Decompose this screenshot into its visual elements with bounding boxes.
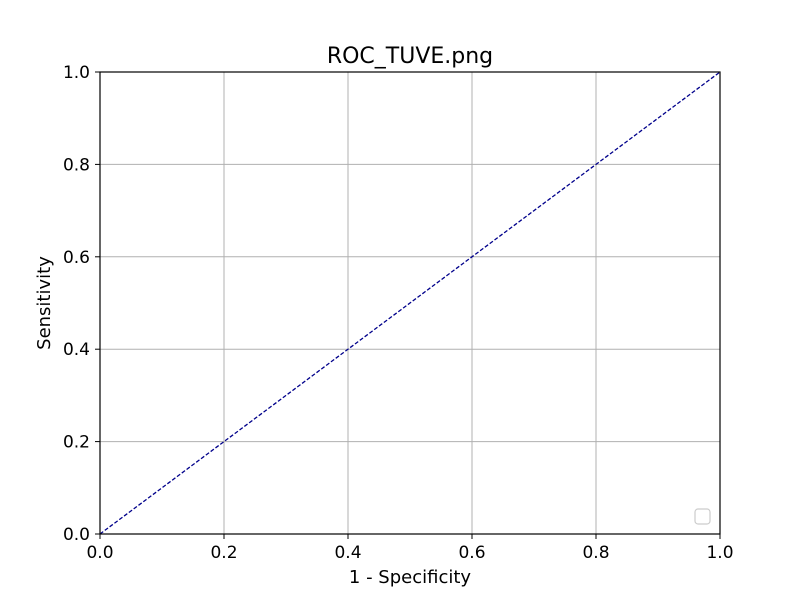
y-axis-label: Sensitivity (34, 256, 55, 350)
y-axis-ticks: 0.0 0.2 0.4 0.6 0.8 1.0 (63, 63, 100, 545)
x-tick-label: 0.8 (582, 543, 609, 563)
x-tick-label: 0.2 (210, 543, 237, 563)
y-tick-label: 0.6 (63, 248, 90, 268)
x-tick-label: 1.0 (706, 543, 733, 563)
chart-title: ROC_TUVE.png (327, 44, 493, 69)
x-tick-label: 0.0 (86, 543, 113, 563)
x-axis-label: 1 - Specificity (349, 567, 472, 588)
y-tick-label: 0.0 (63, 525, 90, 545)
y-tick-label: 0.8 (63, 155, 90, 175)
series-layer (99, 71, 721, 535)
y-tick-label: 0.2 (63, 433, 90, 453)
y-tick-label: 1.0 (63, 63, 90, 83)
plot-area: 0.0 0.2 0.4 0.6 0.8 1.0 0.0 0.2 0.4 0.6 0.8 1.0 (63, 63, 734, 563)
x-tick-label: 0.6 (458, 543, 485, 563)
x-tick-label: 0.4 (334, 543, 361, 563)
reference-line (99, 71, 721, 535)
y-tick-label: 0.4 (63, 340, 90, 360)
x-axis-ticks: 0.0 0.2 0.4 0.6 0.8 1.0 (86, 534, 734, 563)
plot-frame (99, 71, 721, 535)
legend-box (694, 508, 711, 525)
